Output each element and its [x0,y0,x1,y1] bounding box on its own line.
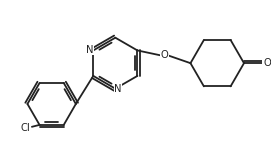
Text: O: O [161,50,169,60]
Text: N: N [114,84,122,94]
Text: Cl: Cl [21,123,30,133]
Text: O: O [264,58,271,67]
Text: N: N [86,45,93,55]
